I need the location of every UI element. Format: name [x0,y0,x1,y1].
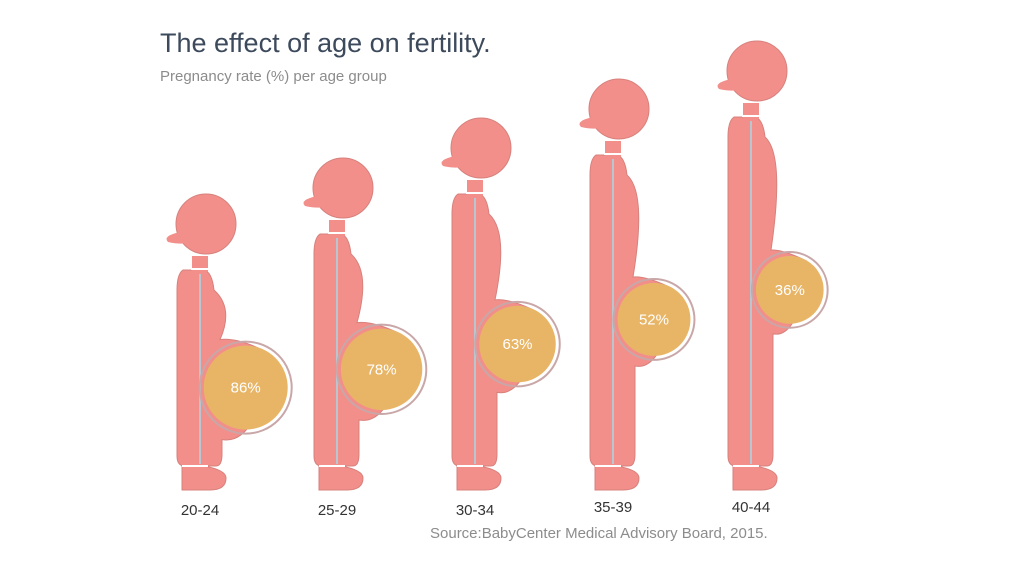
belly-ring [612,278,696,361]
figure-20-24: 86% 20-24 [166,193,293,519]
value-label: 36% [775,282,805,299]
hair-shape [717,79,745,91]
source-note: Source:BabyCenter Medical Advisory Board… [430,525,768,542]
belly-bubble [340,328,423,411]
belly-bubble [617,283,691,356]
category-label: 40-44 [732,499,770,516]
figure-40-44: 36% 40-44 [717,40,829,516]
hair-shape [303,196,331,208]
head-shape [175,193,237,255]
head-shape [312,157,374,219]
belly-ring [474,300,561,388]
figures-group: 86% 20-24 78% 25-29 63% 30-34 52% 35-39 36% 40-44 [166,40,829,519]
value-label: 78% [367,361,397,378]
figure-25-29: 78% 25-29 [303,157,428,519]
foot-shape [456,465,502,491]
value-label: 63% [503,336,533,353]
category-label: 30-34 [456,502,494,519]
hair-shape [166,232,194,244]
figure-35-39: 52% 35-39 [579,78,696,516]
figure-30-34: 63% 30-34 [441,117,561,519]
head-shape [588,78,650,140]
belly-ring [198,340,293,435]
category-label: 25-29 [318,502,356,519]
belly-bubble [203,345,288,430]
category-label: 35-39 [594,499,632,516]
belly-bubble [479,305,556,383]
hair-shape [441,156,469,168]
value-label: 86% [231,380,261,397]
chart-subtitle: Pregnancy rate (%) per age group [160,68,387,85]
head-shape [726,40,788,102]
belly-bubble [755,256,824,324]
foot-shape [732,465,778,491]
belly-ring [750,251,829,329]
category-label: 20-24 [181,502,219,519]
foot-shape [181,465,227,491]
value-label: 52% [639,311,669,328]
hair-shape [579,117,607,129]
belly-ring [335,323,428,416]
head-shape [450,117,512,179]
foot-shape [318,465,364,491]
foot-shape [594,465,640,491]
chart-title: The effect of age on fertility. [160,28,491,58]
